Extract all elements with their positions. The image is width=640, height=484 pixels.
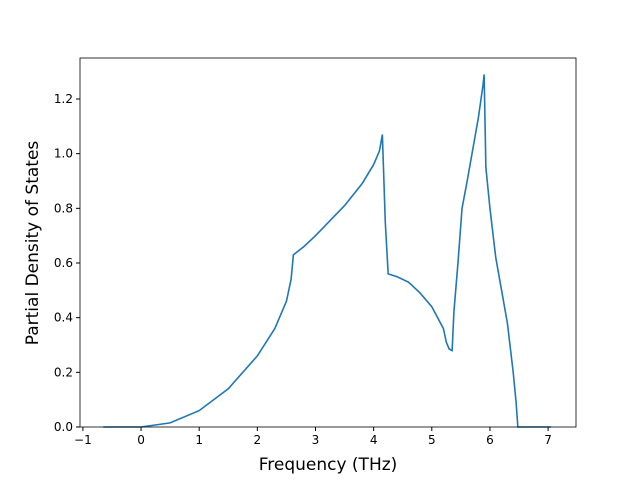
x-axis-label: Frequency (THz) [259, 455, 398, 475]
y-axis-label: Partial Density of States [23, 141, 43, 346]
y-tick-label: 0.8 [54, 201, 73, 215]
x-tick-label: 3 [312, 433, 320, 447]
x-tick-label: 6 [486, 433, 494, 447]
y-tick-label: 0.0 [54, 420, 73, 434]
plot-frame [79, 57, 577, 428]
y-tick-label: 0.2 [54, 365, 73, 379]
x-tick-label: −1 [74, 433, 92, 447]
y-tick-label: 1.2 [54, 92, 73, 106]
x-tick-label: 4 [370, 433, 378, 447]
y-tick-label: 0.4 [54, 311, 73, 325]
x-tick-label: 5 [428, 433, 436, 447]
x-tick-label: 1 [195, 433, 203, 447]
y-tick-label: 1.0 [54, 147, 73, 161]
x-tick-label: 0 [137, 433, 145, 447]
y-tick-label: 0.6 [54, 256, 73, 270]
x-tick-label: 2 [254, 433, 262, 447]
x-tick-label: 7 [544, 433, 552, 447]
data-line [103, 74, 551, 428]
